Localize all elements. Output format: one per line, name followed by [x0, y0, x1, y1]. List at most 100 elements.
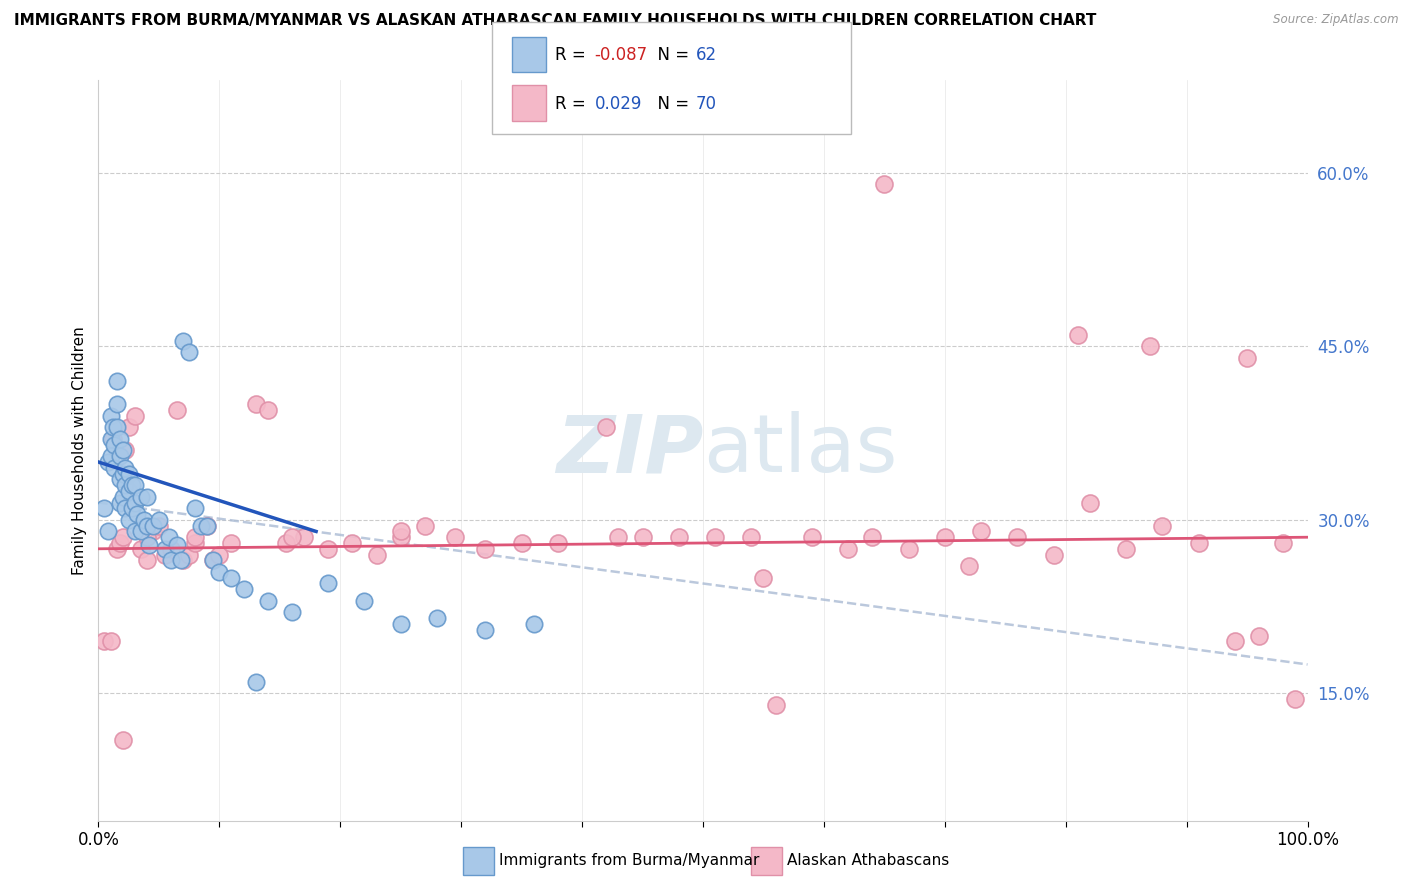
Point	[105, 374, 128, 388]
Text: Immigrants from Burma/Myanmar: Immigrants from Burma/Myanmar	[499, 854, 759, 868]
Point	[135, 518, 157, 533]
Point	[389, 530, 412, 544]
Point	[765, 698, 787, 712]
Point	[135, 553, 157, 567]
Point	[124, 409, 146, 423]
Point	[1152, 518, 1174, 533]
Point	[111, 490, 134, 504]
Point	[256, 594, 278, 608]
Text: N =: N =	[647, 46, 695, 64]
Point	[860, 530, 883, 544]
Point	[118, 420, 141, 434]
Point	[105, 420, 128, 434]
Point	[970, 524, 993, 539]
Point	[595, 420, 617, 434]
Point	[1272, 536, 1295, 550]
Point	[897, 541, 920, 556]
Point	[474, 541, 496, 556]
Text: ZIP: ZIP	[555, 411, 703, 490]
Point	[837, 541, 859, 556]
Point	[129, 541, 152, 556]
Point	[190, 518, 212, 533]
Point	[166, 538, 188, 552]
Point	[108, 449, 131, 463]
Point	[97, 455, 120, 469]
Point	[366, 548, 388, 562]
Point	[111, 530, 134, 544]
Text: R =: R =	[555, 46, 592, 64]
Point	[316, 576, 339, 591]
Point	[100, 432, 122, 446]
Point	[108, 495, 131, 509]
Point	[127, 507, 149, 521]
Point	[111, 467, 134, 481]
Point	[184, 501, 207, 516]
Point	[124, 524, 146, 539]
Point	[195, 518, 218, 533]
Point	[221, 571, 243, 585]
Point	[148, 518, 170, 533]
Point	[108, 536, 131, 550]
Point	[124, 478, 146, 492]
Text: 70: 70	[696, 95, 717, 112]
Point	[169, 553, 191, 567]
Point	[1007, 530, 1029, 544]
Point	[256, 403, 278, 417]
Point	[111, 732, 134, 747]
Point	[166, 403, 188, 417]
Point	[142, 518, 165, 533]
Point	[118, 483, 141, 498]
Point	[114, 443, 136, 458]
Point	[752, 571, 775, 585]
Point	[202, 553, 225, 567]
Point	[668, 530, 690, 544]
Point	[179, 548, 201, 562]
Point	[208, 565, 231, 579]
Point	[153, 541, 176, 556]
Point	[157, 530, 180, 544]
Text: 62: 62	[696, 46, 717, 64]
Point	[1188, 536, 1211, 550]
Point	[135, 490, 157, 504]
Point	[800, 530, 823, 544]
Point	[202, 553, 225, 567]
Point	[118, 467, 141, 481]
Point	[114, 478, 136, 492]
Y-axis label: Family Households with Children: Family Households with Children	[72, 326, 87, 574]
Text: Source: ZipAtlas.com: Source: ZipAtlas.com	[1274, 13, 1399, 27]
Point	[148, 513, 170, 527]
Point	[957, 559, 980, 574]
Point	[121, 501, 143, 516]
Point	[208, 548, 231, 562]
Point	[1284, 692, 1306, 706]
Point	[873, 178, 896, 192]
Point	[100, 634, 122, 648]
Point	[274, 536, 297, 550]
Text: N =: N =	[647, 95, 695, 112]
Point	[135, 530, 157, 544]
Point	[108, 472, 131, 486]
Point	[172, 553, 194, 567]
Text: IMMIGRANTS FROM BURMA/MYANMAR VS ALASKAN ATHABASCAN FAMILY HOUSEHOLDS WITH CHILD: IMMIGRANTS FROM BURMA/MYANMAR VS ALASKAN…	[14, 13, 1097, 29]
Point	[97, 524, 120, 539]
Text: 0.029: 0.029	[595, 95, 643, 112]
Point	[124, 495, 146, 509]
Point	[101, 432, 124, 446]
Point	[389, 617, 412, 632]
Point	[138, 538, 160, 552]
Point	[221, 536, 243, 550]
Point	[114, 460, 136, 475]
Point	[740, 530, 762, 544]
Text: atlas: atlas	[703, 411, 897, 490]
Point	[1139, 339, 1161, 353]
Point	[281, 530, 304, 544]
Point	[474, 623, 496, 637]
Point	[607, 530, 630, 544]
Point	[1067, 327, 1090, 342]
Point	[129, 490, 152, 504]
Point	[316, 541, 339, 556]
Point	[114, 501, 136, 516]
Point	[510, 536, 533, 550]
Point	[1249, 628, 1271, 642]
Text: -0.087: -0.087	[595, 46, 648, 64]
